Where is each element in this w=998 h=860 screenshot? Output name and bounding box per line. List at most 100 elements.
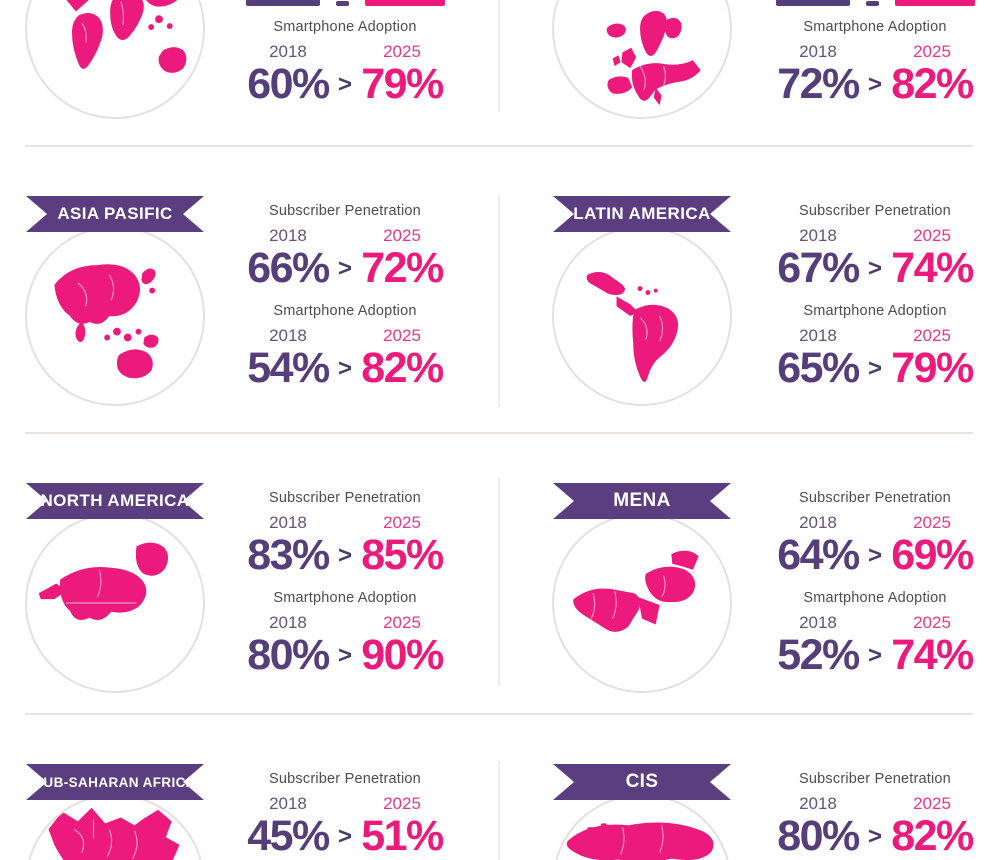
stat-label: Smartphone Adoption — [273, 303, 417, 319]
row-divider — [25, 145, 973, 147]
cut-off-numbers — [762, 0, 988, 6]
region-cell-asia-pacific: ASIA PASIFIC — [0, 147, 499, 432]
value-2018: 64% — [777, 531, 860, 579]
stat-label: Smartphone Adoption — [273, 19, 417, 35]
sub-saharan-africa-map — [48, 807, 180, 860]
column-divider — [498, 478, 500, 686]
stat-label: Subscriber Penetration — [799, 203, 951, 219]
column-divider — [498, 0, 500, 112]
stat-subscriber-penetration: Subscriber Penetration 2018 45% > 2025 5… — [242, 770, 448, 858]
region-map-circle — [25, 226, 205, 406]
ribbon-banner-icon — [553, 196, 731, 232]
stat-subscriber-penetration: Subscriber Penetration 2018 80% > 2025 8… — [772, 770, 978, 858]
stat-smartphone-adoption: Smartphone Adoption 2018 72% > 2025 82% — [772, 18, 978, 106]
stat-smartphone-adoption: Smartphone Adoption 2018 80% > 2025 90% — [242, 589, 448, 677]
stat-label: Subscriber Penetration — [799, 490, 951, 506]
stat-smartphone-adoption: Smartphone Adoption 2018 60% > 2025 79% — [242, 18, 448, 106]
stat-label: Smartphone Adoption — [273, 590, 417, 606]
value-2018: 60% — [247, 60, 330, 108]
value-2025: 85% — [361, 531, 444, 579]
value-2025: 82% — [361, 344, 444, 392]
stat-smartphone-adoption: Smartphone Adoption 2018 54% > 2025 82% — [242, 302, 448, 390]
value-2025: 74% — [891, 631, 974, 679]
column-divider — [498, 761, 500, 860]
year-2018: 2018 — [269, 794, 307, 813]
year-2018: 2018 — [269, 326, 307, 345]
ribbon-banner-icon — [26, 196, 204, 232]
arrow-icon: > — [867, 71, 882, 98]
region-ribbon: SUB-SAHARAN AFRICA — [26, 763, 204, 801]
region-ribbon: CIS — [553, 763, 731, 801]
year-2018: 2018 — [799, 513, 837, 532]
arrow-icon: > — [337, 255, 352, 282]
region-cell-world: Smartphone Adoption 2018 60% > 2025 79% — [0, 0, 499, 145]
value-2018: 83% — [247, 531, 330, 579]
year-2025: 2025 — [383, 326, 421, 345]
value-2018: 54% — [247, 344, 330, 392]
value-2018: 80% — [777, 812, 860, 860]
arrow-icon: > — [337, 823, 352, 850]
row-world-europe: Smartphone Adoption 2018 60% > 2025 79% — [0, 0, 998, 145]
stat-label: Subscriber Penetration — [269, 771, 421, 787]
year-2018: 2018 — [269, 42, 307, 61]
region-ribbon: ASIA PASIFIC — [26, 195, 204, 233]
year-2025: 2025 — [913, 613, 951, 632]
stat-smartphone-adoption: Smartphone Adoption 2018 52% > 2025 74% — [772, 589, 978, 677]
ribbon-banner-icon — [553, 483, 731, 519]
region-name: NORTH AMERICA — [40, 491, 190, 510]
row-divider — [25, 432, 973, 434]
value-2025: 82% — [891, 60, 974, 108]
region-name: CIS — [625, 771, 659, 792]
year-2025: 2025 — [383, 513, 421, 532]
region-cell-europe: Smartphone Adoption 2018 72% > 2025 82% — [499, 0, 998, 145]
year-2025: 2025 — [913, 513, 951, 532]
latin-america-map — [586, 272, 679, 382]
cut-number-bar — [775, 0, 850, 6]
year-2018: 2018 — [799, 794, 837, 813]
row-northamerica-mena: NORTH AMERICA — [0, 434, 998, 713]
cut-number-bar — [364, 0, 445, 6]
year-2025: 2025 — [383, 794, 421, 813]
region-cell-cis: CIS — [499, 715, 998, 860]
region-map-circle — [552, 513, 732, 693]
arrow-icon: > — [337, 355, 352, 382]
year-2025: 2025 — [913, 326, 951, 345]
year-2018: 2018 — [799, 326, 837, 345]
region-map-circle — [25, 794, 205, 860]
row-asia-latam: ASIA PASIFIC — [0, 147, 998, 432]
value-2018: 67% — [777, 244, 860, 292]
ribbon-banner-icon — [26, 483, 204, 519]
cut-off-numbers — [235, 0, 455, 6]
year-2018: 2018 — [269, 613, 307, 632]
region-name: SUB-SAHARAN AFRICA — [34, 774, 196, 790]
stat-label: Subscriber Penetration — [269, 203, 421, 219]
year-2018: 2018 — [269, 226, 307, 245]
value-2025: 82% — [891, 812, 974, 860]
north-america-map — [38, 542, 169, 621]
arrow-icon: > — [867, 642, 882, 669]
value-2018: 65% — [777, 344, 860, 392]
world-map — [66, 0, 187, 73]
year-2025: 2025 — [913, 42, 951, 61]
row-divider — [25, 713, 973, 715]
stat-subscriber-penetration: Subscriber Penetration 2018 66% > 2025 7… — [242, 202, 448, 290]
ribbon-banner-icon — [26, 764, 204, 800]
region-map-circle — [552, 794, 732, 860]
year-2018: 2018 — [799, 42, 837, 61]
stat-label: Smartphone Adoption — [803, 19, 947, 35]
cut-arrow-bar — [335, 1, 349, 6]
arrow-icon: > — [867, 355, 882, 382]
stat-label: Subscriber Penetration — [799, 771, 951, 787]
value-2018: 80% — [247, 631, 330, 679]
year-2025: 2025 — [913, 226, 951, 245]
europe-map — [606, 10, 701, 106]
column-divider — [498, 195, 500, 407]
arrow-icon: > — [337, 542, 352, 569]
value-2025: 79% — [361, 60, 444, 108]
region-map-circle — [25, 0, 205, 119]
year-2018: 2018 — [799, 613, 837, 632]
cis-map — [566, 822, 714, 860]
region-map-circle — [552, 226, 732, 406]
arrow-icon: > — [337, 642, 352, 669]
region-name: LATIN AMERICA — [573, 204, 711, 223]
